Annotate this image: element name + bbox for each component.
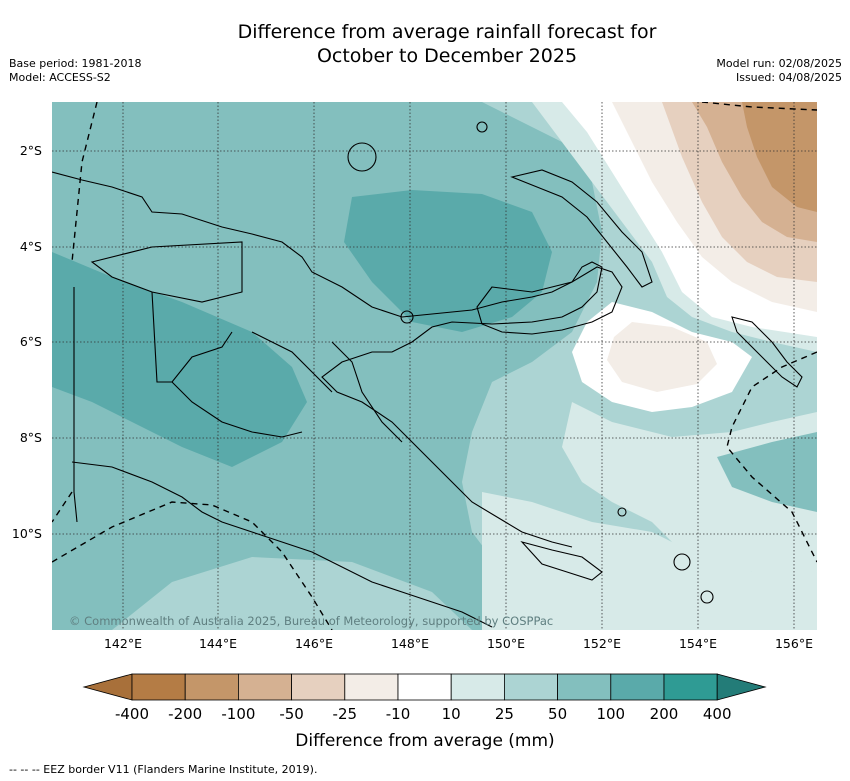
copyright-notice: © Commonwealth of Australia 2025, Bureau… — [69, 614, 554, 628]
colorbar-segment — [291, 673, 346, 701]
coastlines — [52, 121, 803, 628]
eez-footnote: -- -- -- EEZ border V11 (Flanders Marine… — [9, 763, 318, 776]
colorbar-tick-label: 400 — [702, 705, 732, 723]
issued-date: Issued: 04/08/2025 — [735, 71, 842, 84]
lat-label-4s: 4°S — [19, 239, 42, 254]
lat-label-2s: 2°S — [19, 143, 42, 158]
lon-label-144e: 144°E — [198, 636, 237, 651]
colorbar-tick-label: 200 — [649, 705, 679, 723]
colorbar-segment — [237, 673, 292, 701]
colorbar-segment — [557, 673, 612, 701]
colorbar-extend-high — [716, 673, 767, 701]
lon-label-152e: 152°E — [582, 636, 621, 651]
colorbar-tick-label: -25 — [332, 705, 358, 723]
lon-label-142e: 142°E — [103, 636, 142, 651]
map-title: Difference from average rainfall forecas… — [0, 20, 850, 68]
colorbar-tick-label: -200 — [168, 705, 203, 723]
lon-label-148e: 148°E — [390, 636, 429, 651]
lon-label-156e: 156°E — [774, 636, 813, 651]
rainfall-map — [52, 102, 817, 630]
lat-label-8s: 8°S — [19, 430, 42, 445]
colorbar-tick-label: 50 — [548, 705, 568, 723]
colorbar-tick-label: -100 — [221, 705, 256, 723]
colorbar-tick-label: -400 — [114, 705, 150, 723]
colorbar — [82, 673, 767, 701]
graticule — [52, 102, 817, 630]
colorbar-segment — [344, 673, 399, 701]
colorbar-segment — [610, 673, 665, 701]
colorbar-tick-label: 10 — [441, 705, 461, 723]
lon-label-154e: 154°E — [678, 636, 717, 651]
colorbar-segment — [397, 673, 452, 701]
model-name: Model: ACCESS-S2 — [9, 71, 111, 84]
lon-label-146e: 146°E — [294, 636, 333, 651]
eez-borders — [52, 102, 817, 630]
colorbar-segment — [503, 673, 558, 701]
title-line-2: October to December 2025 — [316, 45, 578, 67]
colorbar-tick-label: -10 — [385, 705, 411, 723]
colorbar-tick-label: 25 — [494, 705, 514, 723]
colorbar-segment — [450, 673, 505, 701]
colorbar-tick-label: -50 — [279, 705, 304, 723]
base-period: Base period: 1981-2018 — [9, 57, 142, 70]
rainfall-shading — [52, 102, 817, 630]
colorbar-segment — [184, 673, 239, 701]
lat-label-10s: 10°S — [11, 526, 42, 541]
colorbar-tick-label: 100 — [596, 705, 626, 723]
title-line-1: Difference from average rainfall forecas… — [237, 21, 657, 43]
model-run: Model run: 02/08/2025 — [716, 57, 842, 70]
colorbar-extend-low — [82, 673, 133, 701]
meta-right: Model run: 02/08/2025 Issued: 04/08/2025 — [716, 57, 842, 85]
lat-label-6s: 6°S — [19, 334, 42, 349]
colorbar-segment — [131, 673, 186, 701]
colorbar-segment — [663, 673, 718, 701]
meta-left: Base period: 1981-2018 Model: ACCESS-S2 — [9, 57, 141, 85]
colorbar-label: Difference from average (mm) — [295, 731, 555, 751]
lon-label-150e: 150°E — [486, 636, 525, 651]
